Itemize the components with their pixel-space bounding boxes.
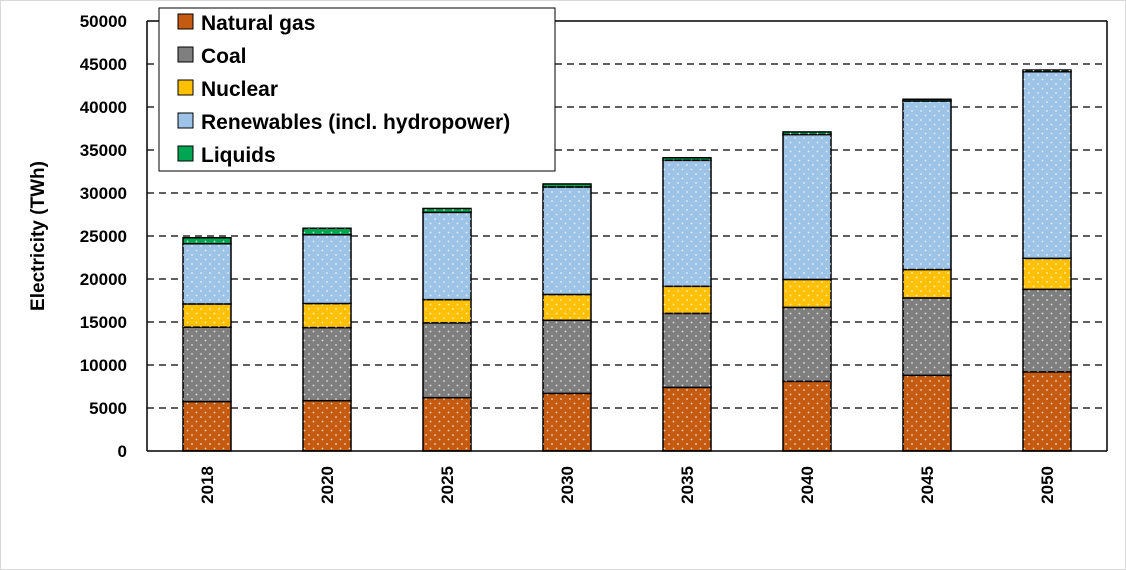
bar-texture	[783, 134, 831, 280]
bar-texture	[1023, 289, 1071, 372]
y-tick-label: 25000	[80, 227, 127, 246]
bar-texture	[423, 212, 471, 300]
bar-texture	[423, 208, 471, 213]
bar-texture	[783, 279, 831, 308]
bar-texture	[183, 243, 231, 304]
bar-texture	[303, 303, 351, 328]
bar-texture	[663, 387, 711, 451]
bar-texture	[783, 131, 831, 135]
y-tick-label: 35000	[80, 141, 127, 160]
bars	[182, 69, 1072, 452]
x-tick-label: 2020	[318, 466, 337, 504]
legend-box	[158, 7, 556, 172]
legend-label-natural-gas: Natural gas	[201, 12, 315, 35]
bar-texture	[303, 228, 351, 235]
bar-texture	[1023, 258, 1071, 290]
y-tick-label: 15000	[80, 313, 127, 332]
x-tick-label: 2025	[438, 466, 457, 504]
y-tick-label: 5000	[89, 399, 127, 418]
bar-texture	[423, 322, 471, 398]
y-tick-label: 30000	[80, 184, 127, 203]
bar-texture	[903, 269, 951, 298]
legend-swatch-nuclear	[177, 79, 194, 96]
x-tick-label: 2040	[798, 466, 817, 504]
bar-texture	[903, 297, 951, 376]
bar-texture	[543, 320, 591, 394]
bar-texture	[543, 186, 591, 295]
legend-swatch-natural-gas	[177, 13, 194, 30]
legend-swatch-renewables-incl-hydropower	[177, 112, 194, 129]
x-tick-label: 2045	[918, 466, 937, 504]
y-tick-label: 50000	[80, 12, 127, 31]
bar-texture	[423, 299, 471, 323]
bar-texture	[303, 327, 351, 401]
bar-texture	[663, 160, 711, 287]
bar-texture	[903, 99, 951, 101]
bar-texture	[543, 393, 591, 451]
bar-texture	[543, 294, 591, 321]
bar-texture	[903, 375, 951, 451]
bar-texture	[303, 234, 351, 304]
bar-texture	[903, 100, 951, 270]
x-tick-label: 2050	[1038, 466, 1057, 504]
y-tick-label: 0	[118, 442, 127, 461]
y-tick-label: 10000	[80, 356, 127, 375]
bar-texture	[183, 303, 231, 328]
bar-texture	[423, 397, 471, 451]
legend-swatch-coal	[177, 46, 194, 63]
bar-texture	[183, 327, 231, 402]
x-tick-label: 2035	[678, 466, 697, 504]
x-tick-label: 2030	[558, 466, 577, 504]
legend: Natural gas Coal Nuclear Renewables (incl. …	[158, 7, 556, 172]
x-tick-label: 2018	[198, 466, 217, 504]
legend-swatch-liquids	[177, 145, 194, 162]
bar-texture	[1023, 71, 1071, 259]
bar-texture	[543, 183, 591, 187]
legend-label-nuclear: Nuclear	[201, 78, 278, 101]
y-tick-label: 20000	[80, 270, 127, 289]
bar-texture	[663, 286, 711, 314]
bar-texture	[183, 401, 231, 451]
bar-texture	[1023, 371, 1071, 451]
y-tick-labels: 0 5000 10000 15000 20000 25000 30000 35000 40000…	[80, 12, 127, 461]
bar-texture	[183, 237, 231, 244]
x-tick-labels: 2018 2020 2025 2030 2035 2040 2045 2050	[198, 466, 1057, 504]
y-axis-title: Electricity (TWh)	[28, 161, 49, 311]
bar-texture	[1023, 70, 1071, 72]
bar-texture	[303, 400, 351, 451]
legend-label-renewables-incl-hydropower: Renewables (incl. hydropower)	[201, 111, 510, 134]
bar-texture	[663, 157, 711, 161]
legend-label-coal: Coal	[201, 45, 247, 68]
y-tick-label: 40000	[80, 98, 127, 117]
bar-texture	[663, 313, 711, 388]
bar-texture	[783, 307, 831, 382]
bar-texture	[783, 381, 831, 451]
legend-label-liquids: Liquids	[201, 144, 276, 167]
y-tick-label: 45000	[80, 55, 127, 74]
